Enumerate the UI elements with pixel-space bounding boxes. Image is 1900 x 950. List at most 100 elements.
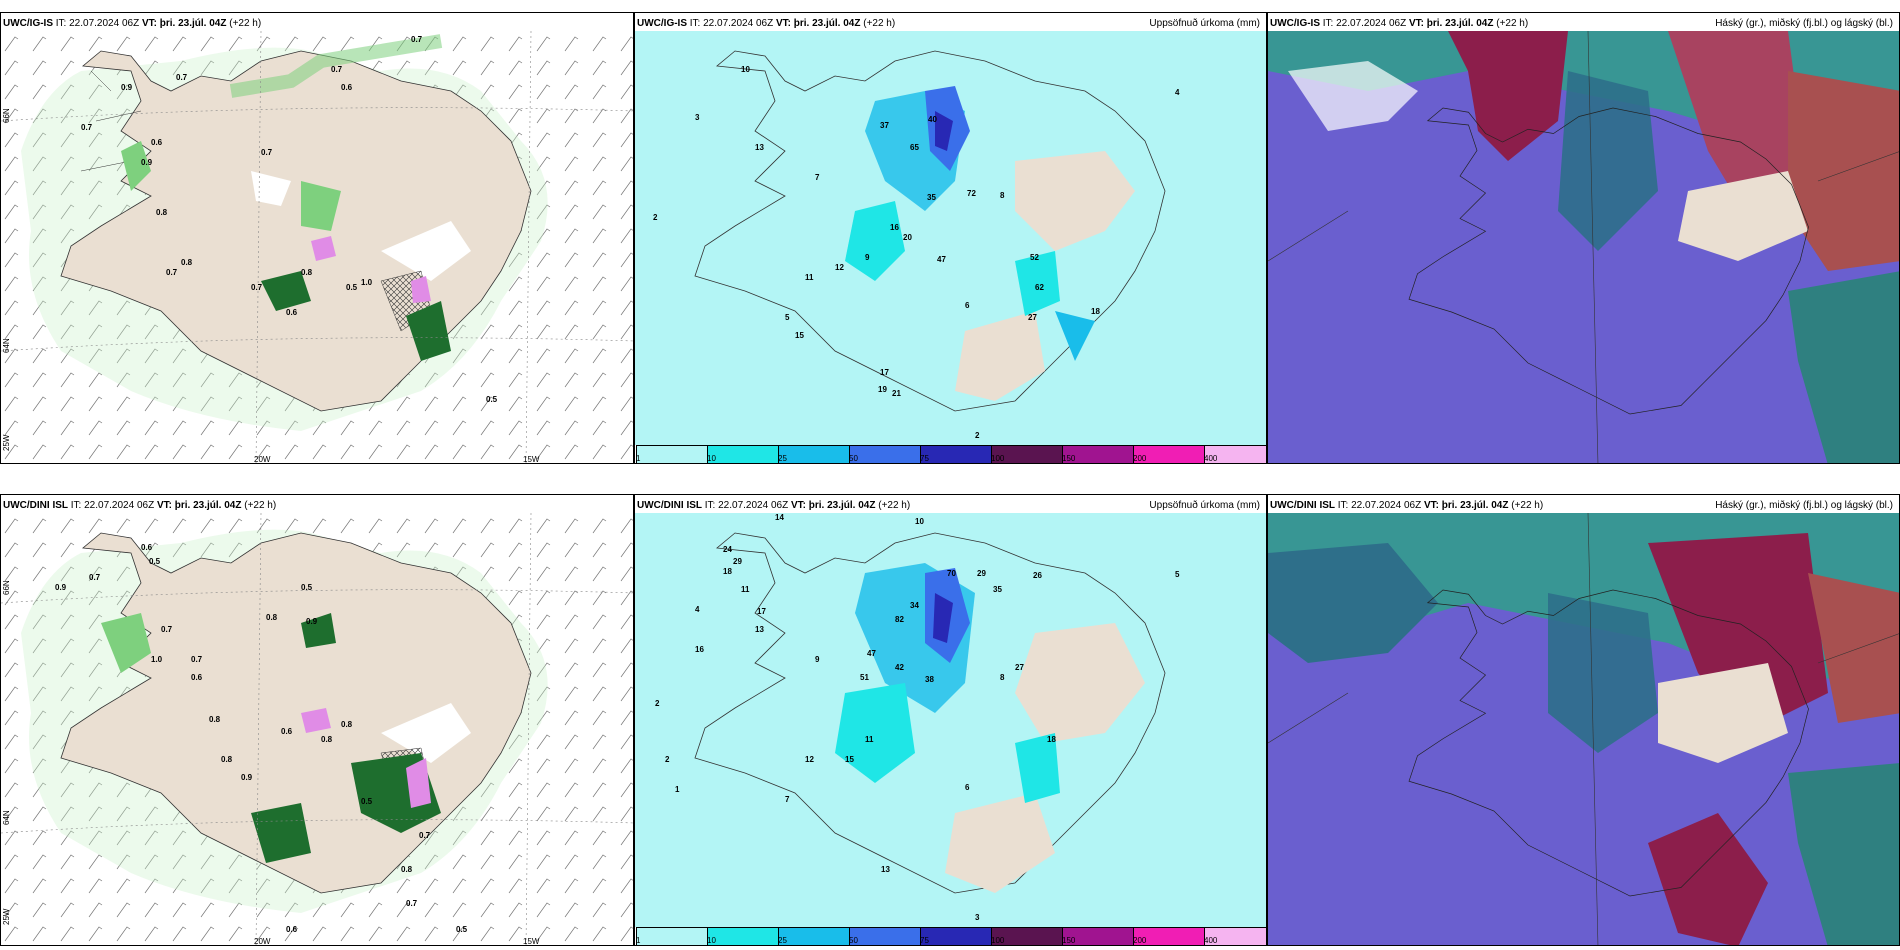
precip-label: 2 (655, 699, 660, 708)
precip-label: 6 (965, 783, 970, 792)
colorbar-swatch (1204, 445, 1266, 463)
colorbar-label: 25 (778, 454, 787, 463)
precip-colorbar (636, 927, 1266, 945)
colorbar-swatch (1133, 927, 1204, 945)
colorbar-label: 200 (1133, 454, 1147, 463)
gust-label: 0.5 (456, 925, 468, 934)
gust-label: 0.9 (121, 83, 133, 92)
gust-label: 0.6 (341, 83, 353, 92)
gust-label: 0.7 (261, 148, 273, 157)
precip-label: 62 (1035, 283, 1044, 292)
gust-label: 0.7 (166, 268, 178, 277)
precip-label: 12 (805, 755, 814, 764)
precip-label: 35 (927, 193, 936, 202)
lat-tick-64n: 64N (2, 338, 11, 353)
colorbar-label: 1 (636, 454, 641, 463)
precip-label: 37 (880, 121, 889, 130)
precip-label: 40 (928, 115, 937, 124)
gust-label: 0.5 (346, 283, 358, 292)
precip-label: 42 (895, 663, 904, 672)
precip-label: 11 (865, 735, 874, 744)
colorbar-swatch (636, 927, 707, 945)
gust-label: 0.9 (55, 583, 67, 592)
precip-label: 5 (1175, 570, 1180, 579)
precip-label: 21 (892, 389, 901, 398)
precip-label: 20 (903, 233, 912, 242)
panel-header: UWC/IG-IS IT: 22.07.2024 06Z VT: þri. 23… (1270, 18, 1529, 29)
gust-label: 0.6 (286, 308, 298, 317)
precip-label: 29 (733, 557, 742, 566)
lat-tick-66n: 66N (2, 108, 11, 123)
gust-label: 0.7 (331, 65, 343, 74)
precip-label: 4 (695, 605, 700, 614)
colorbar-swatch (920, 445, 991, 463)
panel-title: Háský (gr.), miðský (fj.bl.) og lágský (… (1715, 500, 1893, 511)
precip-label: 10 (915, 517, 924, 526)
precip-label: 27 (1028, 313, 1037, 322)
gust-label: 0.8 (209, 715, 221, 724)
precip-label: 9 (815, 655, 820, 664)
panel-header: UWC/DINI ISL IT: 22.07.2024 06Z VT: þri.… (637, 500, 911, 511)
precip-label: 10 (741, 65, 750, 74)
colorbar-swatch (920, 927, 991, 945)
precip-label: 7 (785, 795, 790, 804)
colorbar-label: 10 (707, 936, 716, 945)
colorbar-label: 100 (991, 936, 1005, 945)
precip-label: 34 (910, 601, 919, 610)
precip-label: 3 (975, 913, 980, 922)
panel-header: UWC/DINI ISL IT: 22.07.2024 06Z VT: þri.… (1270, 500, 1544, 511)
precip-label: 2 (653, 213, 658, 222)
lon-tick-25w: 25W (2, 434, 11, 451)
precip-label: 13 (755, 625, 764, 634)
precip-label: 27 (1015, 663, 1024, 672)
gust-label: 0.9 (141, 158, 153, 167)
gust-label: 0.8 (301, 268, 313, 277)
precip-label: 11 (741, 585, 750, 594)
colorbar-swatch (636, 445, 707, 463)
lat-tick-66n: 66N (2, 580, 11, 595)
lon-tick-15w: 15W (523, 937, 540, 946)
precip-label: 26 (1033, 571, 1042, 580)
precip-label: 51 (860, 673, 869, 682)
precip-map-panel-top: UWC/IG-IS IT: 22.07.2024 06Z VT: þri. 23… (634, 12, 1267, 464)
precip-map-panel-bottom: UWC/DINI ISL IT: 22.07.2024 06Z VT: þri.… (634, 494, 1267, 946)
cloud-map (1268, 513, 1899, 945)
gust-label: 0.5 (486, 395, 498, 404)
precip-label: 15 (845, 755, 854, 764)
precip-label: 35 (993, 585, 1002, 594)
precip-map (635, 513, 1266, 927)
dry-area (1015, 151, 1135, 251)
precip-label: 24 (723, 545, 732, 554)
gust-label: 0.6 (151, 138, 163, 147)
gust-label: 0.7 (81, 123, 93, 132)
panel-title: Uppsöfnuð úrkoma (mm) (1149, 18, 1260, 29)
gust-label: 0.7 (406, 899, 418, 908)
precip-label: 6 (965, 301, 970, 310)
gust-label: 0.5 (301, 583, 313, 592)
gust-label: 0.7 (411, 35, 423, 44)
precip-label: 38 (925, 675, 934, 684)
gust-label: 0.7 (251, 283, 263, 292)
panel-header: UWC/IG-IS IT: 22.07.2024 06Z VT: þri. 23… (637, 18, 896, 29)
colorbar-label: 10 (707, 454, 716, 463)
gust-label: 0.8 (401, 865, 413, 874)
panel-title: Uppsöfnuð úrkoma (mm) (1149, 500, 1260, 511)
precip-label: 72 (967, 189, 976, 198)
precip-label: 9 (865, 253, 870, 262)
gust-label: 0.7 (191, 655, 203, 664)
precip-label: 18 (1091, 307, 1100, 316)
precip-label: 14 (775, 513, 784, 522)
colorbar-label: 150 (1062, 454, 1076, 463)
iceland-outline (694, 50, 1166, 412)
precip-label: 4 (1175, 88, 1180, 97)
colorbar-swatch (849, 927, 920, 945)
colorbar-label: 400 (1204, 454, 1218, 463)
colorbar-swatch (849, 445, 920, 463)
gust-label: 0.8 (156, 208, 168, 217)
precip-label: 52 (1030, 253, 1039, 262)
panel-title: Háský (gr.), miðský (fj.bl.) og lágský (… (1715, 18, 1893, 29)
colorbar-swatch (1204, 927, 1266, 945)
lat-tick-64n: 64N (2, 810, 11, 825)
precip-label: 65 (910, 143, 919, 152)
colorbar-label: 75 (920, 936, 929, 945)
